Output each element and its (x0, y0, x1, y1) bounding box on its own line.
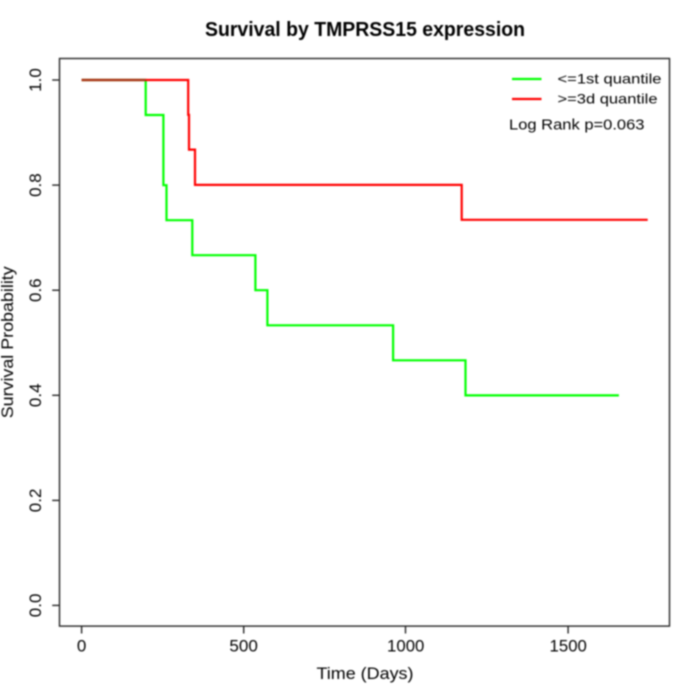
svg-text:Survival Probability: Survival Probability (0, 266, 17, 419)
svg-text:500: 500 (229, 637, 258, 656)
svg-text:0.2: 0.2 (26, 489, 45, 513)
svg-text:0.8: 0.8 (26, 173, 45, 197)
svg-text:<=1st quantile: <=1st quantile (558, 71, 662, 87)
svg-text:1.0: 1.0 (26, 68, 45, 92)
svg-text:Survival by TMPRSS15 expressio: Survival by TMPRSS15 expression (205, 18, 525, 41)
svg-text:>=3d quantile: >=3d quantile (558, 91, 658, 107)
svg-text:0.4: 0.4 (26, 383, 45, 407)
svg-text:0.6: 0.6 (26, 278, 45, 302)
svg-text:Log Rank p=0.063: Log Rank p=0.063 (509, 116, 645, 133)
svg-text:1500: 1500 (550, 637, 587, 656)
svg-text:0.0: 0.0 (26, 594, 45, 618)
svg-text:Time (Days): Time (Days) (317, 664, 414, 683)
svg-text:0: 0 (77, 637, 86, 656)
svg-text:1000: 1000 (387, 637, 424, 656)
